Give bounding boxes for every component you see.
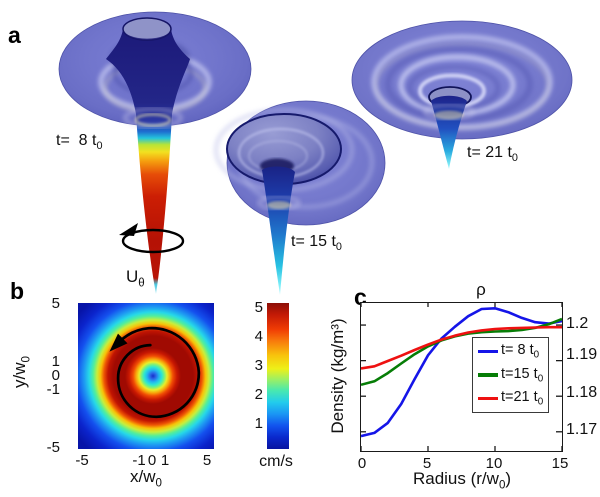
vortex-funnel-t15 [262,166,295,295]
panel-a-3d-surfaces [58,11,573,295]
legend-swatch-t15 [478,373,498,377]
c-ytick-1p17: 1.17 [566,421,598,438]
density-curves [361,303,562,451]
velocity-heatmap [78,303,214,449]
c-xtick-0: 0 [357,455,367,472]
b-xtick-m5: -5 [75,452,89,469]
rotation-arrow [119,223,185,254]
legend-item-t15: t=15 t0 [478,366,548,384]
legend-item-t21: t=21 t0 [478,389,548,408]
b-xlabel: x/w0 [130,467,162,490]
rotation-arrowhead-icon [119,223,138,236]
c-xtick-5: 5 [422,455,432,472]
b-ytick-m5: -5 [46,439,60,456]
utheta-label: Uθ [126,267,145,290]
cb-tick-3: 3 [254,357,263,374]
c-ytick-1p18: 1.18 [566,384,598,401]
time-label-t15: t= 15 t0 [291,233,342,254]
c-xtick-10: 10 [485,455,503,472]
vortex-funnel-t8 [106,18,190,294]
surface-t15 [214,100,386,295]
b-ytick-5: 5 [51,295,60,312]
colorbar [267,303,289,449]
c-ylabel: Density (kg/m³) [328,318,347,434]
cb-unit: cm/s [259,453,293,470]
c-title: ρ [476,280,486,299]
surface-t8 [58,11,252,294]
b-xtick-1: 1 [160,452,170,469]
b-xtick-0: 0 [147,452,157,469]
legend-item-t8: t= 8 t0 [478,342,548,361]
panel-b-label: b [10,278,25,304]
c-ytick-1p2: 1.2 [566,315,589,332]
surface-t21 [351,20,573,169]
c-ytick-1p19: 1.19 [566,346,598,363]
b-ylabel: y/w0 [10,356,33,388]
cb-tick-2: 2 [254,386,263,403]
time-label-t8: t= 8 t0 [56,132,103,153]
b-xtick-m1: -1 [132,452,146,469]
panel-a-label: a [8,22,21,48]
cb-tick-5: 5 [254,299,263,316]
time-label-t21: t= 21 t0 [467,144,518,165]
legend-swatch-t21 [478,396,498,401]
circulation-arrow [109,326,201,419]
c-xlabel: Radius (r/w0) [412,469,512,492]
legend: t= 8 t0 t=15 t0 t=21 t0 [472,337,549,413]
cb-tick-4: 4 [254,328,263,345]
c-xtick-15: 15 [551,455,569,472]
b-ytick-1: 1 [51,353,60,370]
b-xtick-5: 5 [202,452,212,469]
b-ytick-m1: -1 [46,381,60,398]
b-ytick-0: 0 [51,367,60,384]
legend-swatch-t8 [478,349,498,354]
cb-tick-1: 1 [254,415,263,432]
circulation-arrowhead-icon [109,333,128,352]
